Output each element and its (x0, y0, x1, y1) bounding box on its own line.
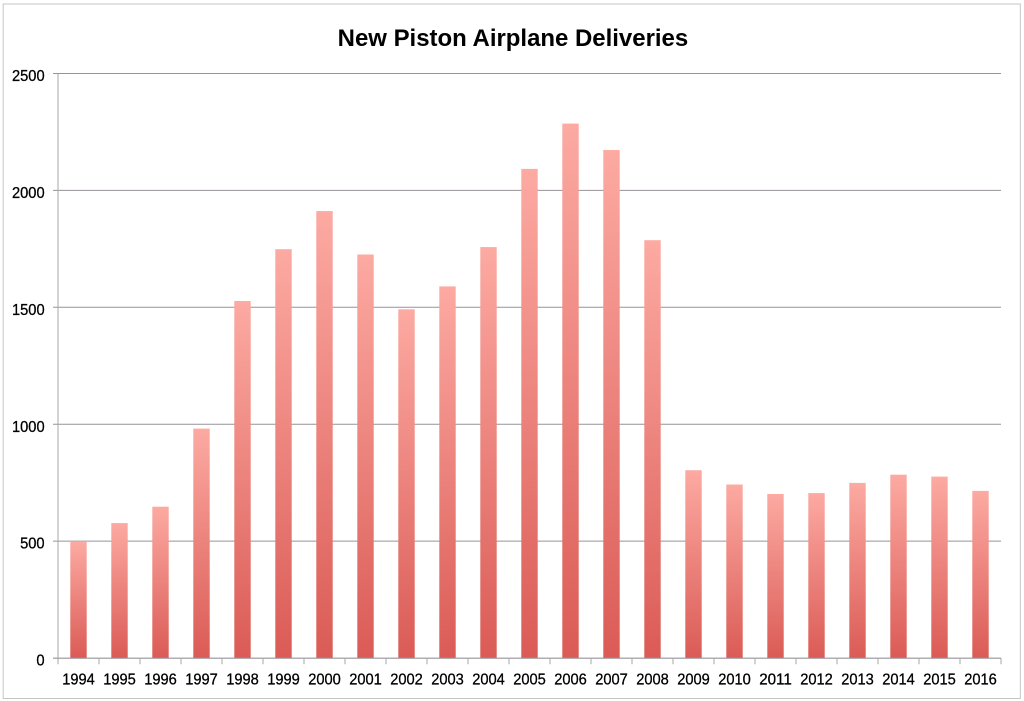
svg-text:2007: 2007 (595, 672, 628, 689)
svg-text:2000: 2000 (12, 185, 45, 202)
svg-text:1000: 1000 (12, 419, 45, 436)
svg-text:1999: 1999 (267, 672, 300, 689)
svg-text:2010: 2010 (718, 672, 751, 689)
svg-text:2004: 2004 (472, 672, 505, 689)
svg-text:1995: 1995 (103, 672, 136, 689)
svg-text:2013: 2013 (841, 672, 874, 689)
svg-text:1998: 1998 (226, 672, 259, 689)
svg-text:2500: 2500 (12, 68, 45, 85)
svg-text:500: 500 (20, 536, 45, 553)
svg-text:2014: 2014 (882, 672, 915, 689)
svg-text:1996: 1996 (144, 672, 177, 689)
svg-text:2001: 2001 (349, 672, 382, 689)
svg-text:0: 0 (36, 653, 44, 670)
svg-text:2002: 2002 (390, 672, 423, 689)
svg-text:2011: 2011 (759, 672, 792, 689)
svg-text:2015: 2015 (923, 672, 956, 689)
svg-text:2005: 2005 (513, 672, 546, 689)
svg-text:1500: 1500 (12, 302, 45, 319)
svg-text:2000: 2000 (308, 672, 341, 689)
svg-text:2008: 2008 (636, 672, 669, 689)
svg-text:2006: 2006 (554, 672, 587, 689)
svg-text:2016: 2016 (964, 672, 997, 689)
svg-text:2003: 2003 (431, 672, 464, 689)
svg-text:New Piston Airplane Deliveries: New Piston Airplane Deliveries (338, 25, 689, 52)
svg-text:2012: 2012 (800, 672, 833, 689)
svg-text:1997: 1997 (185, 672, 218, 689)
svg-text:2009: 2009 (677, 672, 710, 689)
svg-text:1994: 1994 (62, 672, 95, 689)
